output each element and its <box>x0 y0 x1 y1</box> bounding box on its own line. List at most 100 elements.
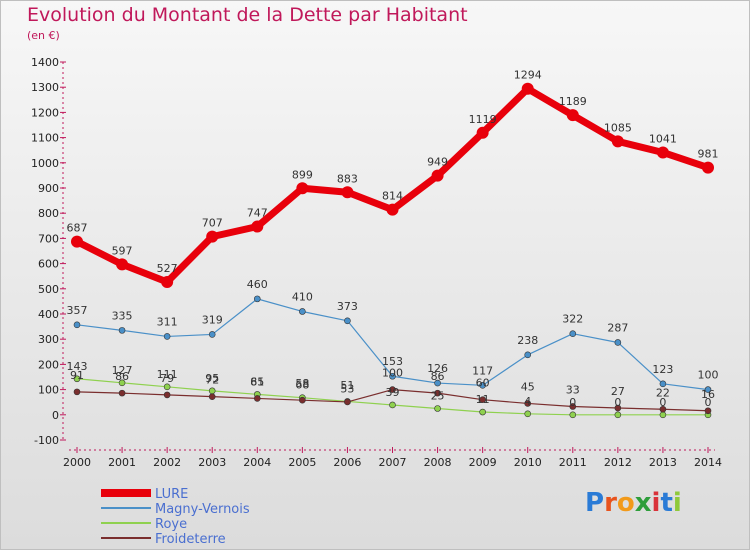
data-point <box>524 410 532 418</box>
series-layer <box>71 82 714 419</box>
data-label: 27 <box>611 385 625 398</box>
data-point <box>71 235 83 248</box>
data-point <box>659 411 667 419</box>
data-label: 79 <box>160 372 174 385</box>
data-label: 60 <box>476 377 490 390</box>
data-label: 1189 <box>559 95 587 108</box>
data-point <box>434 379 441 387</box>
data-label: 357 <box>67 304 88 317</box>
data-point <box>118 389 126 397</box>
data-point <box>569 411 577 419</box>
data-label: 53 <box>340 382 354 395</box>
logo-letter: r <box>604 488 617 518</box>
data-label: 1041 <box>649 132 677 145</box>
chart-title: Evolution du Montant de la Dette par Hab… <box>27 4 468 26</box>
series-froideterre <box>73 386 712 415</box>
data-label: 16 <box>701 388 715 401</box>
y-tick-label: 1000 <box>31 157 59 170</box>
data-label: 81 <box>250 375 264 388</box>
data-point <box>208 393 216 400</box>
data-point <box>161 275 174 288</box>
data-point <box>569 403 577 410</box>
x-tick-label: 2003 <box>198 456 226 469</box>
data-point <box>118 379 126 387</box>
y-axis: -100 0 100 200 300 400 500 600 700 800 900 1000 1100… <box>31 56 66 447</box>
data-point <box>163 383 171 391</box>
data-point <box>479 408 486 416</box>
data-label: 39 <box>386 386 400 399</box>
proxiti-logo: Proxiti <box>585 488 682 518</box>
data-point <box>566 109 579 122</box>
logo-letter: x <box>634 488 652 518</box>
x-tick-label: 2010 <box>514 456 542 469</box>
data-point <box>73 375 81 383</box>
data-label: 899 <box>292 168 313 181</box>
data-label: 117 <box>472 364 493 377</box>
data-point <box>524 400 532 407</box>
legend-swatch <box>101 489 151 497</box>
legend-swatch <box>101 507 151 509</box>
data-label: 814 <box>382 190 403 203</box>
x-tick-label: 2005 <box>288 456 316 469</box>
data-point <box>524 351 532 359</box>
legend-label: Magny-Vernois <box>155 502 250 517</box>
logo-letter: i <box>672 488 682 518</box>
data-label: 949 <box>427 156 448 169</box>
x-tick-label: 2013 <box>649 456 677 469</box>
data-label: 4 <box>524 395 531 408</box>
data-point <box>479 396 486 403</box>
data-label: 287 <box>607 321 628 334</box>
data-point <box>389 386 396 393</box>
legend-label: Roye <box>155 517 187 532</box>
y-tick-label: 1200 <box>31 106 59 119</box>
data-label: 22 <box>656 386 670 399</box>
data-label: 0 <box>705 396 712 409</box>
data-point <box>479 382 486 389</box>
data-point <box>614 404 622 412</box>
data-point <box>569 330 577 337</box>
data-label: 597 <box>112 244 133 257</box>
y-tick-label: 900 <box>38 182 59 195</box>
data-label: 707 <box>202 217 223 230</box>
data-point <box>611 135 624 148</box>
y-tick-label: 800 <box>38 207 59 220</box>
data-label: 460 <box>247 278 268 291</box>
x-tick-label: 2012 <box>604 456 632 469</box>
data-label: 153 <box>382 355 403 368</box>
data-label: 335 <box>112 309 133 322</box>
series-magny-vernois <box>73 295 712 393</box>
data-point <box>704 407 712 415</box>
x-tick-label: 2008 <box>424 456 452 469</box>
data-point <box>208 387 216 395</box>
y-tick-label: 1400 <box>31 56 59 69</box>
legend-swatch <box>101 537 151 539</box>
y-tick-label: 0 <box>52 409 59 422</box>
data-point <box>253 295 261 303</box>
data-point <box>163 391 171 399</box>
data-point <box>434 405 441 412</box>
series-lure <box>71 82 714 288</box>
data-label: 373 <box>337 300 358 313</box>
data-point <box>659 405 667 413</box>
data-point <box>434 389 441 397</box>
data-label: 86 <box>115 370 129 383</box>
x-tick-label: 2014 <box>694 456 722 469</box>
data-point <box>389 372 396 380</box>
legend-label: LURE <box>155 487 188 502</box>
data-point <box>344 317 351 325</box>
data-point <box>296 182 309 195</box>
data-label: 410 <box>292 290 313 303</box>
data-label: 68 <box>295 379 309 392</box>
data-point <box>656 146 669 159</box>
data-label: 238 <box>517 334 538 347</box>
logo-letter: i <box>651 488 661 518</box>
legend-swatch <box>101 522 151 524</box>
y-tick-label: 600 <box>38 258 59 271</box>
legend-item: Froideterre <box>101 532 226 547</box>
data-point <box>344 398 351 406</box>
data-point <box>73 388 81 396</box>
data-label: 1294 <box>514 69 542 82</box>
data-point <box>251 220 264 233</box>
data-label: 527 <box>157 262 178 275</box>
